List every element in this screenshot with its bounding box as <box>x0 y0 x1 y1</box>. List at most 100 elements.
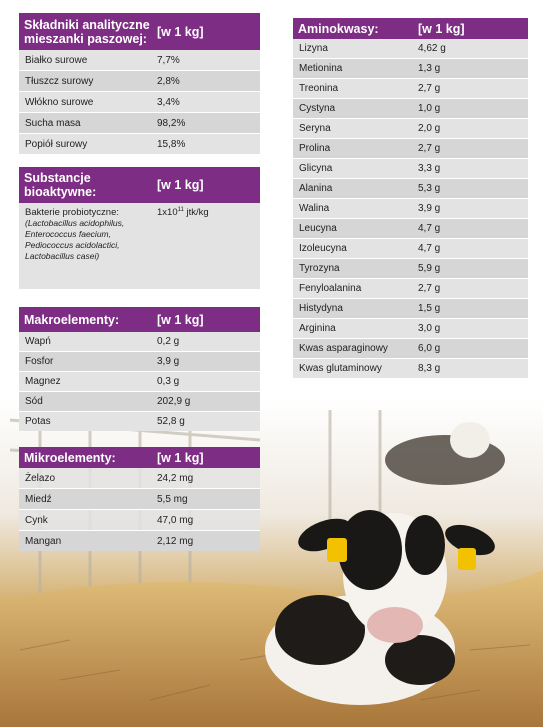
amino-row-name: Metionina <box>299 63 343 74</box>
micro-row-value: 47,0 mg <box>157 514 194 526</box>
amino-row-value: 1,5 g <box>418 303 441 314</box>
amino-row-value: 4,62 g <box>418 43 446 54</box>
bioactive-name: Bakterie probiotyczne: <box>25 207 119 218</box>
amino-rows: Lizyna 4,62 g Metionina 1,3 g Treonina 2,7 g C… <box>293 39 528 378</box>
amino-row-name: Leucyna <box>299 223 337 234</box>
macro-row: Potas 52,8 g <box>19 412 260 431</box>
amino-row: Tyrozyna 5,9 g <box>293 259 528 279</box>
micro-row-name: Żelazo <box>25 472 56 484</box>
amino-row: Kwas asparaginowy 6,0 g <box>293 339 528 359</box>
analytical-rows: Białko surowe 7,7% Tłuszcz surowy 2,8% Włókn… <box>19 50 260 154</box>
amino-row-value: 3,9 g <box>418 203 441 214</box>
bioactive-table: Substancje bioaktywne: [w 1 kg] Bakterie… <box>19 167 260 289</box>
amino-row-name: Fenyloalanina <box>299 283 362 294</box>
macro-table: Makroelementy: [w 1 kg] Wapń 0,2 g Fosfor 3… <box>19 307 260 431</box>
amino-row-name: Lizyna <box>299 43 328 54</box>
amino-row: Histydyna 1,5 g <box>293 299 528 319</box>
macro-row-name: Magnez <box>25 376 61 387</box>
micro-row: Miedź 5,5 mg <box>19 489 260 510</box>
amino-row-value: 6,0 g <box>418 343 441 354</box>
micro-row-name: Mangan <box>25 535 62 547</box>
amino-row: Cystyna 1,0 g <box>293 99 528 119</box>
amino-row-value: 2,0 g <box>418 123 441 134</box>
amino-row-name: Arginina <box>299 323 336 334</box>
amino-row: Leucyna 4,7 g <box>293 219 528 239</box>
amino-row: Seryna 2,0 g <box>293 119 528 139</box>
micro-table: Mikroelementy: [w 1 kg] Żelazo 24,2 mg Mie… <box>19 447 260 551</box>
amino-row: Walina 3,9 g <box>293 199 528 219</box>
analytical-row: Sucha masa 98,2% <box>19 113 260 134</box>
micro-header: Mikroelementy: [w 1 kg] <box>19 447 260 468</box>
amino-table: Aminokwasy: [w 1 kg] Lizyna 4,62 g Metioni… <box>293 18 528 378</box>
macro-row-name: Fosfor <box>25 356 54 367</box>
macro-row-value: 202,9 g <box>157 396 191 407</box>
amino-row-value: 5,9 g <box>418 263 441 274</box>
analytical-title: Składniki analityczne mieszanki paszowej… <box>24 17 150 46</box>
analytical-row-value: 3,4% <box>157 96 180 108</box>
amino-row-name: Alanina <box>299 183 333 194</box>
amino-row: Glicyna 3,3 g <box>293 159 528 179</box>
analytical-row-value: 7,7% <box>157 54 180 66</box>
micro-title: Mikroelementy: <box>24 450 116 465</box>
analytical-row-name: Włókno surowe <box>25 96 94 108</box>
bioactive-value-exp: 11 <box>177 207 184 213</box>
micro-rows: Żelazo 24,2 mg Miedź 5,5 mg Cynk 47,0 mg Manga… <box>19 468 260 551</box>
analytical-unit: [w 1 kg] <box>157 24 204 39</box>
amino-row: Metionina 1,3 g <box>293 59 528 79</box>
amino-row-value: 8,3 g <box>418 363 441 374</box>
amino-row: Arginina 3,0 g <box>293 319 528 339</box>
amino-row: Treonina 2,7 g <box>293 79 528 99</box>
macro-row-value: 3,9 g <box>157 356 180 367</box>
bioactive-title: Substancje bioaktywne: <box>24 171 97 199</box>
macro-row-value: 52,8 g <box>157 416 185 427</box>
amino-row-name: Izoleucyna <box>299 243 347 254</box>
amino-row-value: 4,7 g <box>418 243 441 254</box>
bioactive-row: Bakterie probiotyczne: (Lactobacillus ac… <box>19 203 260 262</box>
micro-row-name: Cynk <box>25 514 48 526</box>
analytical-row-name: Tłuszcz surowy <box>25 75 94 87</box>
micro-row: Mangan 2,12 mg <box>19 531 260 551</box>
analytical-row: Tłuszcz surowy 2,8% <box>19 71 260 92</box>
bioactive-strains: (Lactobacillus acidophilus, Enterococcus… <box>25 218 125 261</box>
amino-header: Aminokwasy: [w 1 kg] <box>293 18 528 39</box>
amino-row-name: Kwas asparaginowy <box>299 343 388 354</box>
analytical-row-name: Białko surowe <box>25 54 88 66</box>
amino-unit: [w 1 kg] <box>418 21 465 36</box>
amino-row-value: 1,0 g <box>418 103 441 114</box>
analytical-row-value: 2,8% <box>157 75 180 87</box>
amino-row-name: Seryna <box>299 123 331 134</box>
micro-row: Żelazo 24,2 mg <box>19 468 260 489</box>
calf-photo <box>0 400 543 727</box>
micro-row-value: 24,2 mg <box>157 472 194 484</box>
macro-row: Fosfor 3,9 g <box>19 352 260 372</box>
amino-row-value: 2,7 g <box>418 143 441 154</box>
amino-row-value: 3,3 g <box>418 163 441 174</box>
analytical-row-value: 15,8% <box>157 138 186 150</box>
amino-row-value: 4,7 g <box>418 223 441 234</box>
analytical-row: Białko surowe 7,7% <box>19 50 260 71</box>
micro-unit: [w 1 kg] <box>157 450 204 465</box>
amino-row-name: Glicyna <box>299 163 333 174</box>
micro-row: Cynk 47,0 mg <box>19 510 260 531</box>
analytical-header: Składniki analityczne mieszanki paszowej… <box>19 13 260 50</box>
amino-row-name: Prolina <box>299 143 331 154</box>
micro-row-value: 5,5 mg <box>157 493 188 505</box>
bioactive-name-cell: Bakterie probiotyczne: (Lactobacillus ac… <box>19 207 151 262</box>
macro-title: Makroelementy: <box>24 312 120 327</box>
macro-rows: Wapń 0,2 g Fosfor 3,9 g Magnez 0,3 g Sód 202,9 … <box>19 332 260 431</box>
amino-row-name: Tyrozyna <box>299 263 340 274</box>
macro-row-name: Potas <box>25 416 51 427</box>
bioactive-value: 1x1011 jtk/kg <box>151 207 209 218</box>
amino-title: Aminokwasy: <box>298 21 379 36</box>
analytical-row-name: Sucha masa <box>25 117 81 129</box>
amino-row-name: Kwas glutaminowy <box>299 363 382 374</box>
micro-row-name: Miedź <box>25 493 52 505</box>
analytical-row-name: Popiół surowy <box>25 138 88 150</box>
amino-row-value: 1,3 g <box>418 63 441 74</box>
macro-row: Magnez 0,3 g <box>19 372 260 392</box>
bioactive-value-base: 1x10 <box>157 207 178 219</box>
amino-row: Lizyna 4,62 g <box>293 39 528 59</box>
macro-row-name: Wapń <box>25 336 51 347</box>
bioactive-unit: [w 1 kg] <box>157 178 204 192</box>
analytical-table: Składniki analityczne mieszanki paszowej… <box>19 13 260 154</box>
